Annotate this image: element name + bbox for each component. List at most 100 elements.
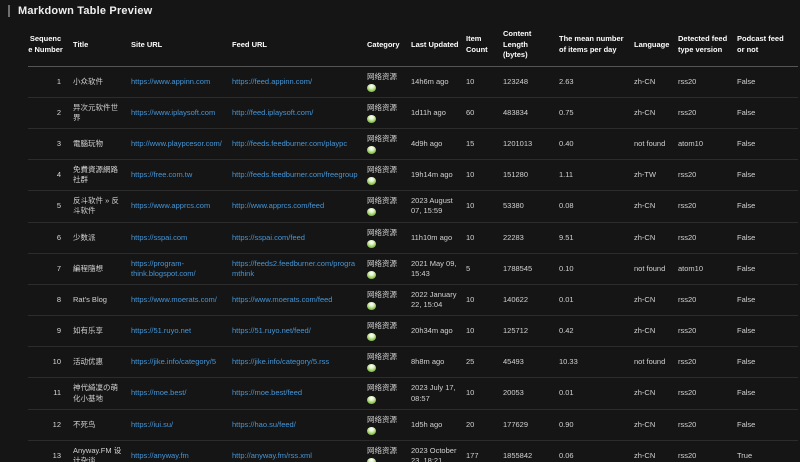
item-count-value: 10: [466, 326, 475, 336]
cell-podcast: False: [737, 190, 798, 223]
cell-feed_url: https://feed.appinn.com/: [232, 66, 367, 98]
language-value: zh-CN: [634, 107, 656, 117]
site-url-link[interactable]: https://www.iplaysoft.com: [131, 107, 216, 117]
cell-category: 网络资源: [367, 409, 411, 441]
feed-url-link[interactable]: https://www.moerats.com/feed: [232, 294, 333, 304]
cell-feed_type: rss20: [678, 377, 737, 410]
cell-podcast: False: [737, 159, 798, 192]
content-length-value: 151280: [503, 170, 529, 180]
site-url-link[interactable]: http://www.playpcesor.com/: [131, 138, 222, 148]
cell-feed_url: http://feeds.feedburner.com/freegroup: [232, 159, 367, 192]
cell-category: 网络资源: [367, 346, 411, 379]
table-row: 10 活动优惠 https://jike.info/category/5 https:…: [28, 346, 798, 379]
cell-podcast: False: [737, 128, 798, 161]
cell-seq: 1: [28, 66, 73, 98]
cell-title: 免費資源網路社群: [73, 159, 131, 192]
cell-content_length: 53380: [503, 190, 559, 223]
category-label: 网络资源: [367, 258, 397, 268]
last-updated-value: 2022 January 22, 15:04: [411, 289, 457, 309]
seq-value: 2: [56, 107, 61, 117]
cell-last_updated: 1d5h ago: [411, 409, 466, 441]
last-updated-value: 1d11h ago: [411, 107, 446, 117]
language-value: zh-CN: [634, 201, 656, 211]
green-dot-icon: [367, 333, 376, 342]
podcast-value: False: [737, 201, 756, 211]
cell-content_length: 22283: [503, 222, 559, 254]
table-row: 11 神代綺凜の萌化小基地 https://moe.best/https://moe…: [28, 377, 798, 410]
cell-podcast: False: [737, 284, 798, 317]
item-count-value: 20: [466, 419, 475, 429]
cell-content_length: 45493: [503, 346, 559, 379]
feed-url-link[interactable]: https://moe.best/feed: [232, 388, 303, 398]
feed-url-link[interactable]: http://www.apprcs.com/feed: [232, 201, 325, 211]
category-label: 网络资源: [367, 383, 397, 393]
feed-url-link[interactable]: https://hao.su/feed/: [232, 419, 296, 429]
cell-category: 网络资源: [367, 377, 411, 410]
cell-mean_per_day: 0.90: [559, 409, 634, 441]
green-dot-icon: [367, 302, 376, 311]
green-dot-icon: [367, 208, 376, 217]
cell-feed_url: http://anyway.fm/rss.xml: [232, 440, 367, 462]
cell-category: 网络资源: [367, 66, 411, 98]
cell-seq: 3: [28, 128, 73, 161]
cell-language: zh-CN: [634, 409, 678, 441]
site-url-link[interactable]: https://51.ruyo.net: [131, 326, 192, 336]
site-url-link[interactable]: https://www.appinn.com: [131, 76, 211, 86]
item-count-value: 10: [466, 232, 475, 242]
cell-feed_type: rss20: [678, 159, 737, 192]
cell-mean_per_day: 0.01: [559, 284, 634, 317]
table-row: 8 Rat's Blog https://www.moerats.com/https…: [28, 284, 798, 317]
cell-content_length: 20053: [503, 377, 559, 410]
cell-title: Rat's Blog: [73, 284, 131, 317]
seq-value: 8: [56, 294, 61, 304]
site-url-link[interactable]: https://free.com.tw: [131, 170, 193, 180]
mean-per-day-value: 9.51: [559, 232, 574, 242]
cell-last_updated: 20h34m ago: [411, 315, 466, 348]
site-url-link[interactable]: https://jike.info/category/5: [131, 357, 217, 367]
site-url-link[interactable]: https://www.apprcs.com: [131, 201, 211, 211]
title-value: 編程隨想: [73, 263, 103, 273]
feed-url-link[interactable]: http://anyway.fm/rss.xml: [232, 450, 312, 460]
feed-url-link[interactable]: https://51.ruyo.net/feed/: [232, 326, 311, 336]
cell-feed_url: http://feed.iplaysoft.com/: [232, 97, 367, 129]
seq-value: 5: [56, 201, 61, 211]
feed-url-link[interactable]: https://feed.appinn.com/: [232, 76, 313, 86]
feed-url-link[interactable]: http://feed.iplaysoft.com/: [232, 107, 314, 117]
site-url-link[interactable]: https://iui.su/: [131, 419, 174, 429]
content-length-value: 125712: [503, 326, 529, 336]
green-dot-icon: [367, 395, 376, 404]
last-updated-value: 1d5h ago: [411, 419, 443, 429]
column-header-feed_type: Detected feed type version: [678, 25, 737, 67]
site-url-link[interactable]: https://www.moerats.com/: [131, 294, 217, 304]
feed-type-value: rss20: [678, 450, 697, 460]
cell-last_updated: 2023 August 07, 15:59: [411, 190, 466, 223]
cell-item_count: 177: [466, 440, 503, 462]
cell-seq: 8: [28, 284, 73, 317]
mean-per-day-value: 0.01: [559, 388, 574, 398]
site-url-link[interactable]: https://program-think.blogspot.com/: [131, 258, 196, 278]
title-value: 少数派: [73, 232, 96, 242]
green-dot-icon: [367, 114, 376, 123]
site-url-link[interactable]: https://moe.best/: [131, 388, 187, 398]
feed-url-link[interactable]: https://feeds2.feedburner.com/programthi…: [232, 258, 355, 278]
language-value: not found: [634, 138, 666, 148]
content-length-value: 45493: [503, 357, 524, 367]
feed-url-link[interactable]: http://feeds.feedburner.com/playpc: [232, 138, 348, 148]
feed-url-link[interactable]: http://feeds.feedburner.com/freegroup: [232, 170, 358, 180]
feed-url-link[interactable]: https://sspai.com/feed: [232, 232, 305, 242]
item-count-value: 10: [466, 170, 475, 180]
last-updated-value: 8h8m ago: [411, 357, 445, 367]
site-url-link[interactable]: https://sspai.com: [131, 232, 188, 242]
content-length-value: 1201013: [503, 138, 533, 148]
cell-item_count: 25: [466, 346, 503, 379]
cell-item_count: 10: [466, 222, 503, 254]
column-header-item_count: Item Count: [466, 25, 503, 67]
mean-per-day-value: 0.40: [559, 138, 574, 148]
table-row: 12 不死鸟 https://iui.su/https://hao.su/feed/…: [28, 409, 798, 441]
mean-per-day-value: 0.10: [559, 263, 574, 273]
podcast-value: False: [737, 107, 756, 117]
cell-feed_url: https://sspai.com/feed: [232, 222, 367, 254]
site-url-link[interactable]: https://anyway.fm: [131, 450, 189, 460]
feed-url-link[interactable]: https://jike.info/category/5.rss: [232, 357, 330, 367]
cell-site_url: https://anyway.fm: [131, 440, 232, 462]
